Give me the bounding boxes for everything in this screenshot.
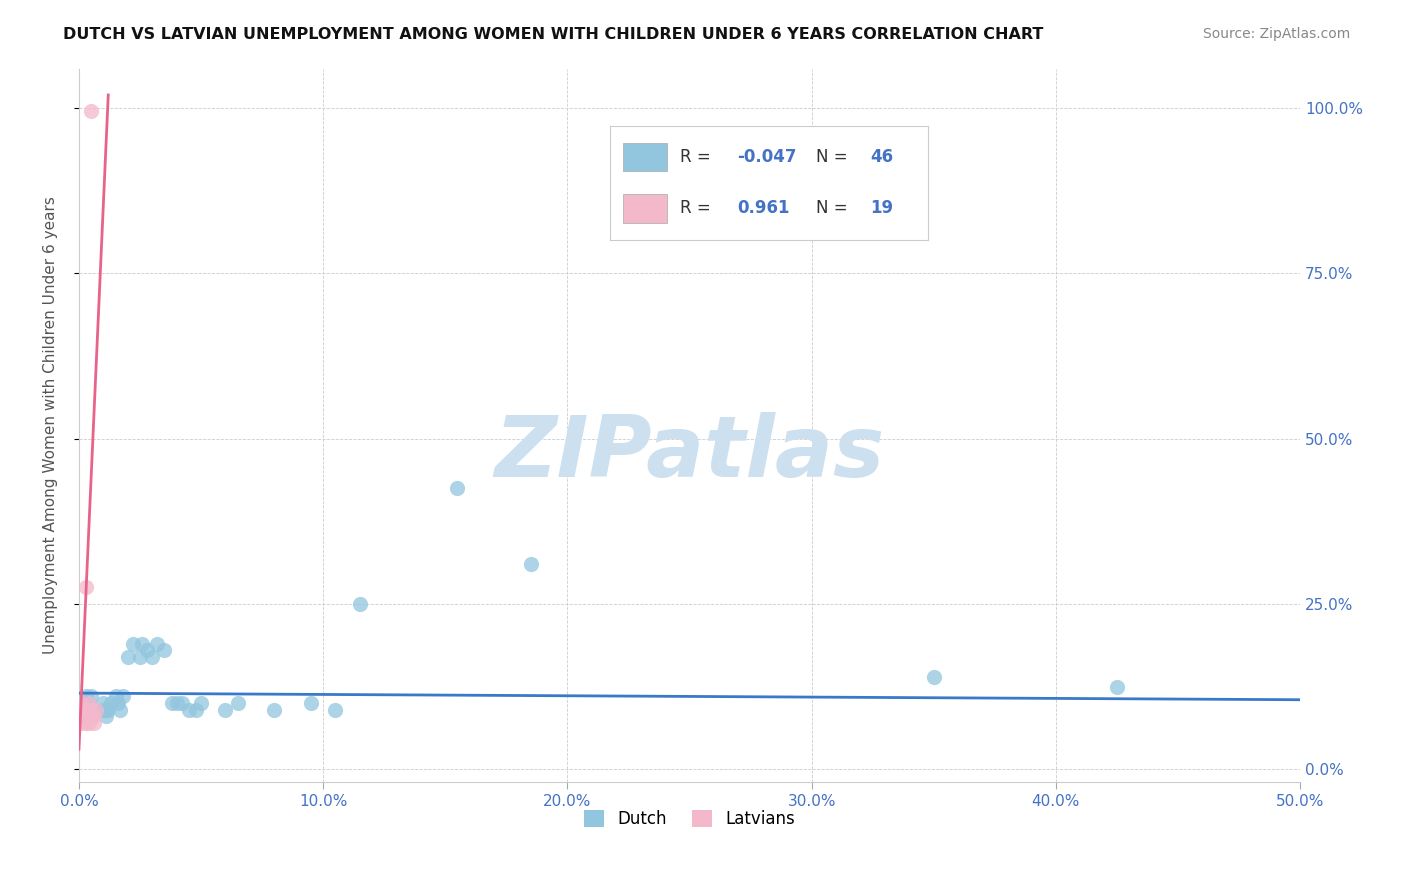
- Point: [70, 715, 93, 730]
- Legend: Dutch, Latvians: Dutch, Latvians: [578, 803, 801, 835]
- Point: [121, 636, 143, 650]
- Point: [117, 649, 139, 664]
- Point: [84, 703, 107, 717]
- Text: DUTCH VS LATVIAN UNEMPLOYMENT AMONG WOMEN WITH CHILDREN UNDER 6 YEARS CORRELATIO: DUTCH VS LATVIAN UNEMPLOYMENT AMONG WOME…: [63, 27, 1043, 42]
- Point: [141, 649, 163, 664]
- Point: [75, 703, 97, 717]
- Point: [83, 715, 105, 730]
- Y-axis label: Unemployment Among Women with Children Under 6 years: Unemployment Among Women with Children U…: [44, 196, 58, 655]
- Point: [77, 703, 100, 717]
- Point: [160, 696, 183, 710]
- Point: [70, 696, 93, 710]
- Point: [80, 709, 103, 723]
- Point: [75, 690, 97, 704]
- Point: [75, 709, 97, 723]
- Point: [186, 703, 208, 717]
- Point: [70, 703, 93, 717]
- Point: [80, 703, 103, 717]
- Point: [104, 690, 127, 704]
- Point: [94, 709, 117, 723]
- Text: Source: ZipAtlas.com: Source: ZipAtlas.com: [1202, 27, 1350, 41]
- Point: [75, 715, 97, 730]
- Point: [70, 709, 93, 723]
- Point: [107, 696, 129, 710]
- Point: [80, 690, 103, 704]
- Point: [73, 709, 96, 723]
- Text: ZIPatlas: ZIPatlas: [495, 412, 884, 495]
- Point: [70, 709, 93, 723]
- Point: [70, 703, 93, 717]
- Point: [77, 703, 100, 717]
- Point: [170, 696, 193, 710]
- Point: [446, 481, 468, 495]
- Point: [177, 703, 200, 717]
- Point: [93, 703, 115, 717]
- Point: [97, 703, 120, 717]
- Point: [77, 715, 100, 730]
- Point: [263, 703, 285, 717]
- Point: [349, 597, 371, 611]
- Point: [325, 703, 347, 717]
- Point: [190, 696, 212, 710]
- Point: [83, 709, 105, 723]
- Point: [299, 696, 322, 710]
- Point: [922, 670, 945, 684]
- Point: [1105, 680, 1128, 694]
- Point: [73, 709, 96, 723]
- Point: [75, 580, 97, 594]
- Point: [111, 690, 134, 704]
- Point: [73, 696, 96, 710]
- Point: [77, 696, 100, 710]
- Point: [70, 696, 93, 710]
- Point: [77, 696, 100, 710]
- Point: [94, 703, 117, 717]
- Point: [110, 703, 132, 717]
- Point: [131, 636, 153, 650]
- Point: [166, 696, 188, 710]
- Point: [73, 703, 96, 717]
- Point: [80, 104, 103, 119]
- Point: [226, 696, 249, 710]
- Point: [80, 709, 103, 723]
- Point: [519, 558, 541, 572]
- Point: [214, 703, 236, 717]
- Point: [77, 709, 100, 723]
- Point: [80, 703, 103, 717]
- Point: [146, 636, 169, 650]
- Point: [100, 696, 122, 710]
- Point: [153, 643, 176, 657]
- Point: [93, 696, 115, 710]
- Point: [129, 649, 152, 664]
- Point: [136, 643, 159, 657]
